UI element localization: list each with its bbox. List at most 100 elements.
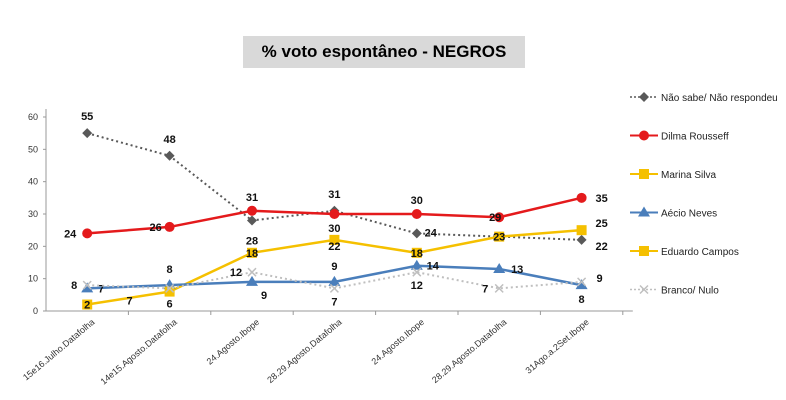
- data-label: 23: [493, 232, 505, 244]
- data-point: [329, 209, 340, 219]
- data-point: [328, 275, 341, 286]
- data-label: 13: [511, 264, 523, 276]
- x-tick-label: 28.29.Agosto.Datafolha: [430, 317, 508, 385]
- legend-label: Dilma Rousseff: [661, 132, 729, 143]
- data-point: [82, 228, 93, 239]
- data-point: [247, 205, 257, 216]
- legend-marker: [639, 92, 649, 102]
- x-tick-label: 31Ago.a.2Set.Ibope: [523, 317, 590, 376]
- data-label: 8: [579, 294, 585, 306]
- data-label: 29: [489, 212, 501, 224]
- series-dilma-rousseff: 24 26 31 30 30 29 35: [64, 192, 608, 241]
- data-label: 28: [246, 235, 258, 247]
- legend-label: Branco/ Nulo: [661, 286, 719, 297]
- data-point: [576, 225, 587, 236]
- y-tick-label: 0: [33, 306, 38, 316]
- data-label: 8: [71, 280, 77, 292]
- data-label: 9: [331, 261, 337, 273]
- data-point: [577, 277, 587, 287]
- data-label: 12: [411, 280, 423, 292]
- data-point: [411, 228, 422, 239]
- y-tick-label: 60: [28, 112, 38, 122]
- data-point: [247, 215, 257, 226]
- data-label: 9: [261, 290, 267, 302]
- x-tick-label: 14e15.Agosto.Datafolha: [98, 317, 178, 387]
- data-label: 48: [163, 134, 175, 146]
- data-point: [494, 212, 505, 223]
- legend-label: Não sabe/ Não respondeu: [661, 93, 778, 104]
- data-label: 31: [246, 192, 258, 204]
- data-label: 12: [230, 267, 242, 279]
- x-tick-label: 24.Agosto.Ibope: [205, 317, 262, 367]
- y-tick-label: 20: [28, 241, 38, 251]
- data-point: [247, 267, 257, 277]
- data-label: 7: [98, 283, 104, 295]
- data-label: 14: [427, 261, 440, 273]
- data-point: [164, 150, 175, 161]
- legend-item: Branco/ Nulo: [630, 284, 719, 297]
- data-point: [164, 286, 175, 297]
- data-point: [82, 128, 93, 139]
- data-label: 26: [149, 222, 161, 234]
- data-point: [576, 234, 587, 245]
- data-label: 30: [328, 223, 340, 235]
- data-label: 25: [595, 218, 607, 230]
- data-point: [164, 221, 175, 232]
- data-point: [329, 234, 340, 245]
- legend-item: Marina Silva: [630, 169, 716, 181]
- legend-item: Não sabe/ Não respondeu: [630, 92, 778, 104]
- data-label: 31: [328, 189, 340, 201]
- data-label: 6: [167, 299, 173, 311]
- data-label: 9: [597, 273, 603, 285]
- data-label: 30: [411, 195, 423, 207]
- data-label: 24: [425, 227, 438, 239]
- data-label: 22: [595, 241, 607, 253]
- data-point: [329, 283, 339, 293]
- x-tick-label: 24.Agosto.Ibope: [369, 317, 426, 367]
- data-label: 35: [595, 193, 607, 205]
- data-point: [494, 283, 504, 293]
- legend-label: Eduardo Campos: [661, 247, 739, 258]
- data-point: [576, 192, 587, 203]
- data-point: [81, 282, 94, 293]
- legend-marker: [638, 206, 650, 217]
- data-point: [575, 279, 588, 290]
- data-label: 55: [81, 111, 93, 123]
- legend-item: Aécio Neves: [630, 206, 717, 220]
- data-point: [412, 267, 422, 277]
- legend-item: Dilma Rousseff: [630, 130, 729, 143]
- data-label: 18: [246, 248, 258, 260]
- y-tick-label: 10: [28, 274, 38, 284]
- data-label: 7: [331, 296, 337, 308]
- data-point: [82, 280, 92, 290]
- data-point: [247, 247, 257, 258]
- legend-label: Marina Silva: [661, 170, 716, 181]
- data-point: [411, 247, 422, 258]
- series-a-cio-neves: 7 8 9 9 14 13 8: [81, 259, 588, 306]
- data-point: [82, 299, 93, 310]
- legend-item: Eduardo Campos: [630, 246, 739, 258]
- series-line: [87, 290, 170, 306]
- legend-marker: [639, 169, 649, 179]
- series-branco-nulo: 8 7 12 7 12 7 9: [71, 267, 603, 308]
- data-label: 24: [64, 228, 77, 240]
- data-label: 7: [482, 283, 488, 295]
- data-point: [165, 283, 175, 293]
- data-label: 2: [84, 300, 90, 312]
- legend-label: Aécio Neves: [661, 209, 717, 220]
- data-point: [246, 275, 258, 286]
- data-label: 7: [127, 295, 133, 307]
- legend-marker: [639, 284, 649, 295]
- y-tick-label: 30: [28, 209, 38, 219]
- data-point: [411, 209, 422, 219]
- y-tick-label: 40: [28, 177, 38, 187]
- x-tick-label: 28.29.Agosto.Datafolha: [265, 317, 343, 385]
- data-label: 8: [167, 264, 173, 276]
- series-marina-silva: 18 22 18 23 25: [246, 218, 608, 260]
- data-label: 18: [411, 248, 423, 260]
- data-point: [494, 231, 505, 242]
- data-label: 22: [328, 241, 340, 253]
